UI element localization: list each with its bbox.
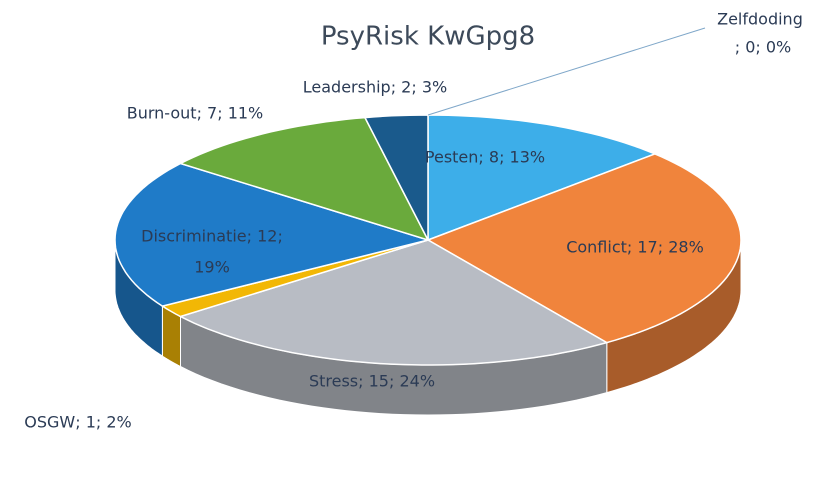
slice: [363, 114, 429, 241]
slice: [114, 162, 431, 307]
data-label: Burn-out; 7; 11%: [127, 104, 264, 123]
data-label: ; 0; 0%: [735, 38, 792, 57]
data-label: 19%: [194, 258, 230, 277]
data-label: Conflict; 17; 28%: [566, 238, 704, 257]
data-label: Discriminatie; 12;: [141, 227, 283, 246]
data-label: OSGW; 1; 2%: [24, 413, 131, 432]
slice: [178, 116, 430, 242]
data-label: Stress; 15; 24%: [309, 372, 435, 391]
slice: [178, 239, 609, 366]
slice: [427, 114, 657, 242]
slice: [426, 153, 742, 344]
data-label: Zelfdoding: [717, 10, 803, 29]
chart-title: PsyRisk KwGpg8: [321, 22, 535, 52]
data-label: Pesten; 8; 13%: [425, 148, 545, 167]
data-label: Leadership; 2; 3%: [303, 78, 447, 97]
leader-line: [427, 27, 706, 116]
